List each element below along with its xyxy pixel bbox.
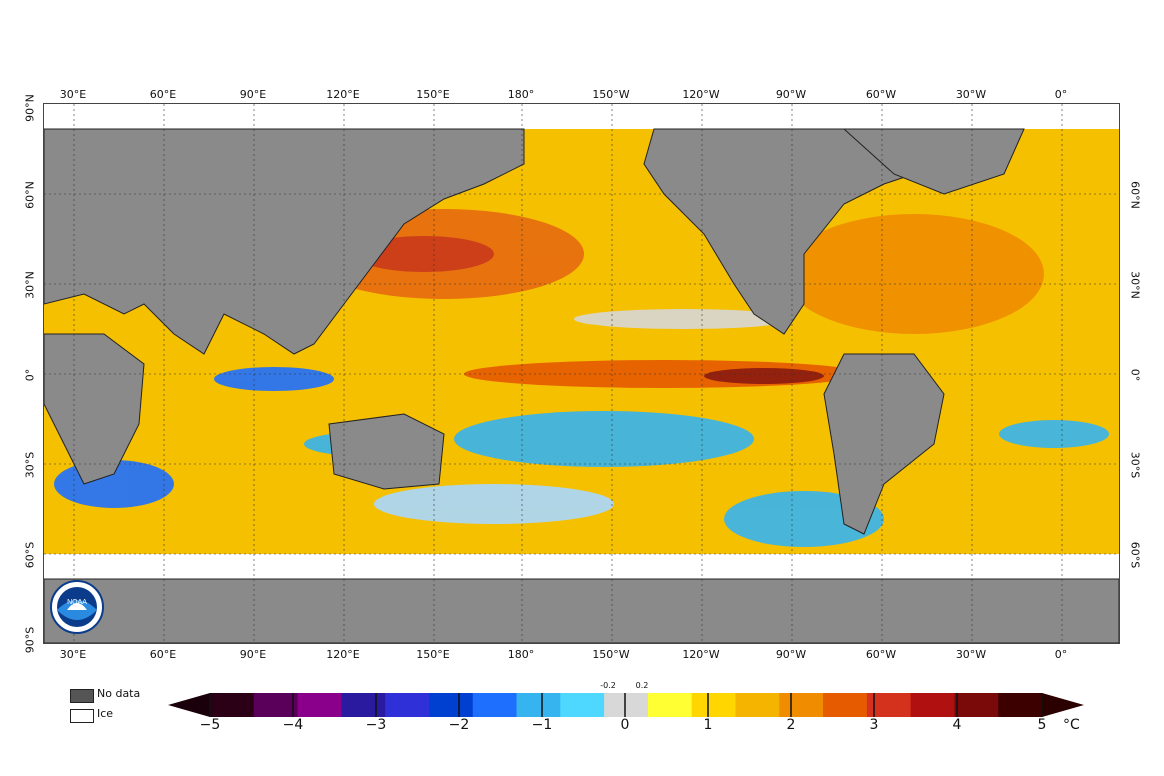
lat-label-right: 0° — [1128, 368, 1142, 382]
ice-band-north — [44, 104, 1119, 129]
colorbar-segment — [253, 693, 299, 717]
colorbar-segment — [691, 693, 736, 717]
colorbar-segment — [297, 693, 342, 717]
lat-label-left: 60°S — [23, 541, 37, 569]
lon-label-top: 60°E — [149, 88, 177, 101]
colorbar-tick-label: −5 — [199, 717, 221, 733]
lon-label-top: 180° — [507, 88, 535, 101]
colorbar-low-arrow — [168, 693, 210, 717]
colorbar-segment — [998, 693, 1043, 717]
colorbar-tick-label: −1 — [531, 717, 553, 733]
lat-label-left: 90°N — [23, 94, 37, 122]
colorbar-segment — [604, 693, 649, 717]
africa-land — [44, 333, 145, 485]
no-data-swatch — [70, 689, 94, 703]
australia-land — [328, 413, 445, 490]
anomaly-patches — [54, 209, 1109, 547]
lon-label-bottom: 180° — [507, 648, 535, 661]
lon-label-bottom: 30°W — [955, 648, 987, 661]
colorbar-tick-label: 3 — [869, 717, 879, 733]
lon-label-top: 120°W — [682, 88, 720, 101]
colorbar-small-label: 0.2 — [635, 681, 649, 690]
colorbar-tick-label: 0 — [620, 717, 630, 733]
colorbar-segment — [428, 693, 474, 717]
lat-label-right: 30°N — [1128, 271, 1142, 299]
colorbar-segments — [210, 693, 1043, 717]
lon-label-bottom: 90°W — [775, 648, 807, 661]
svg-text:NOAA: NOAA — [67, 599, 87, 606]
lon-label-bottom: 150°W — [592, 648, 630, 661]
lon-label-top: 0° — [1054, 88, 1068, 101]
colorbar-high-arrow — [1042, 693, 1084, 717]
map-canvas — [44, 104, 1119, 643]
lon-label-top: 90°E — [239, 88, 267, 101]
ice-label: Ice — [97, 707, 114, 720]
lon-label-top: 150°E — [416, 88, 450, 101]
ice-swatch — [70, 709, 94, 723]
lat-label-right: 30°S — [1128, 451, 1142, 479]
colorbar-segment — [910, 693, 955, 717]
colorbar-segment — [210, 693, 255, 717]
colorbar-segment — [647, 693, 693, 717]
colorbar-segment — [779, 693, 824, 717]
colorbar-tick-label: −2 — [448, 717, 470, 733]
colorbar-segment — [385, 693, 430, 717]
colorbar-tick-label: 1 — [703, 717, 713, 733]
colorbar-unit: °C — [1063, 717, 1080, 733]
colorbar-tick-label: 2 — [786, 717, 796, 733]
colorbar — [168, 693, 1084, 717]
lat-label-left: 0° — [23, 368, 37, 382]
sst-anomaly-map — [43, 103, 1120, 644]
colorbar-segment — [823, 693, 868, 717]
no-data-label: No data — [97, 687, 141, 700]
greenland-land — [842, 128, 1025, 195]
antarctica-land — [44, 578, 1119, 643]
lat-label-left: 60°N — [23, 181, 37, 209]
noaa-logo: NOAA — [50, 580, 104, 634]
lon-label-bottom: 30°E — [59, 648, 87, 661]
colorbar-segment — [472, 693, 518, 717]
colorbar-segment — [560, 693, 605, 717]
colorbar-segment — [516, 693, 561, 717]
lat-label-right: 60°N — [1128, 181, 1142, 209]
lon-label-bottom: 60°W — [865, 648, 897, 661]
lon-label-bottom: 120°E — [326, 648, 360, 661]
colorbar-segment — [954, 693, 999, 717]
lon-label-top: 30°E — [59, 88, 87, 101]
colorbar-tick-label: −3 — [365, 717, 387, 733]
lon-label-bottom: 150°E — [416, 648, 450, 661]
graticule — [44, 104, 1119, 643]
lat-label-left: 30°S — [23, 451, 37, 479]
lon-label-bottom: 0° — [1054, 648, 1068, 661]
lon-label-top: 30°W — [955, 88, 987, 101]
colorbar-small-label: -0.2 — [600, 681, 616, 690]
lat-label-right: 60°S — [1128, 541, 1142, 569]
colorbar-tick-label: 4 — [952, 717, 962, 733]
colorbar-segment — [735, 693, 780, 717]
lon-label-top: 60°W — [865, 88, 897, 101]
lat-label-left: 30°N — [23, 271, 37, 299]
lon-label-top: 120°E — [326, 88, 360, 101]
colorbar-tick-marks — [209, 693, 1043, 717]
lon-label-top: 90°W — [775, 88, 807, 101]
colorbar-tick-label: 5 — [1037, 717, 1047, 733]
lon-label-bottom: 120°W — [682, 648, 720, 661]
lon-label-bottom: 90°E — [239, 648, 267, 661]
lat-label-left: 90°S — [23, 626, 37, 654]
colorbar-tick-label: −4 — [282, 717, 304, 733]
lon-label-top: 150°W — [592, 88, 630, 101]
colorbar-segment — [341, 693, 386, 717]
lon-label-bottom: 60°E — [149, 648, 177, 661]
